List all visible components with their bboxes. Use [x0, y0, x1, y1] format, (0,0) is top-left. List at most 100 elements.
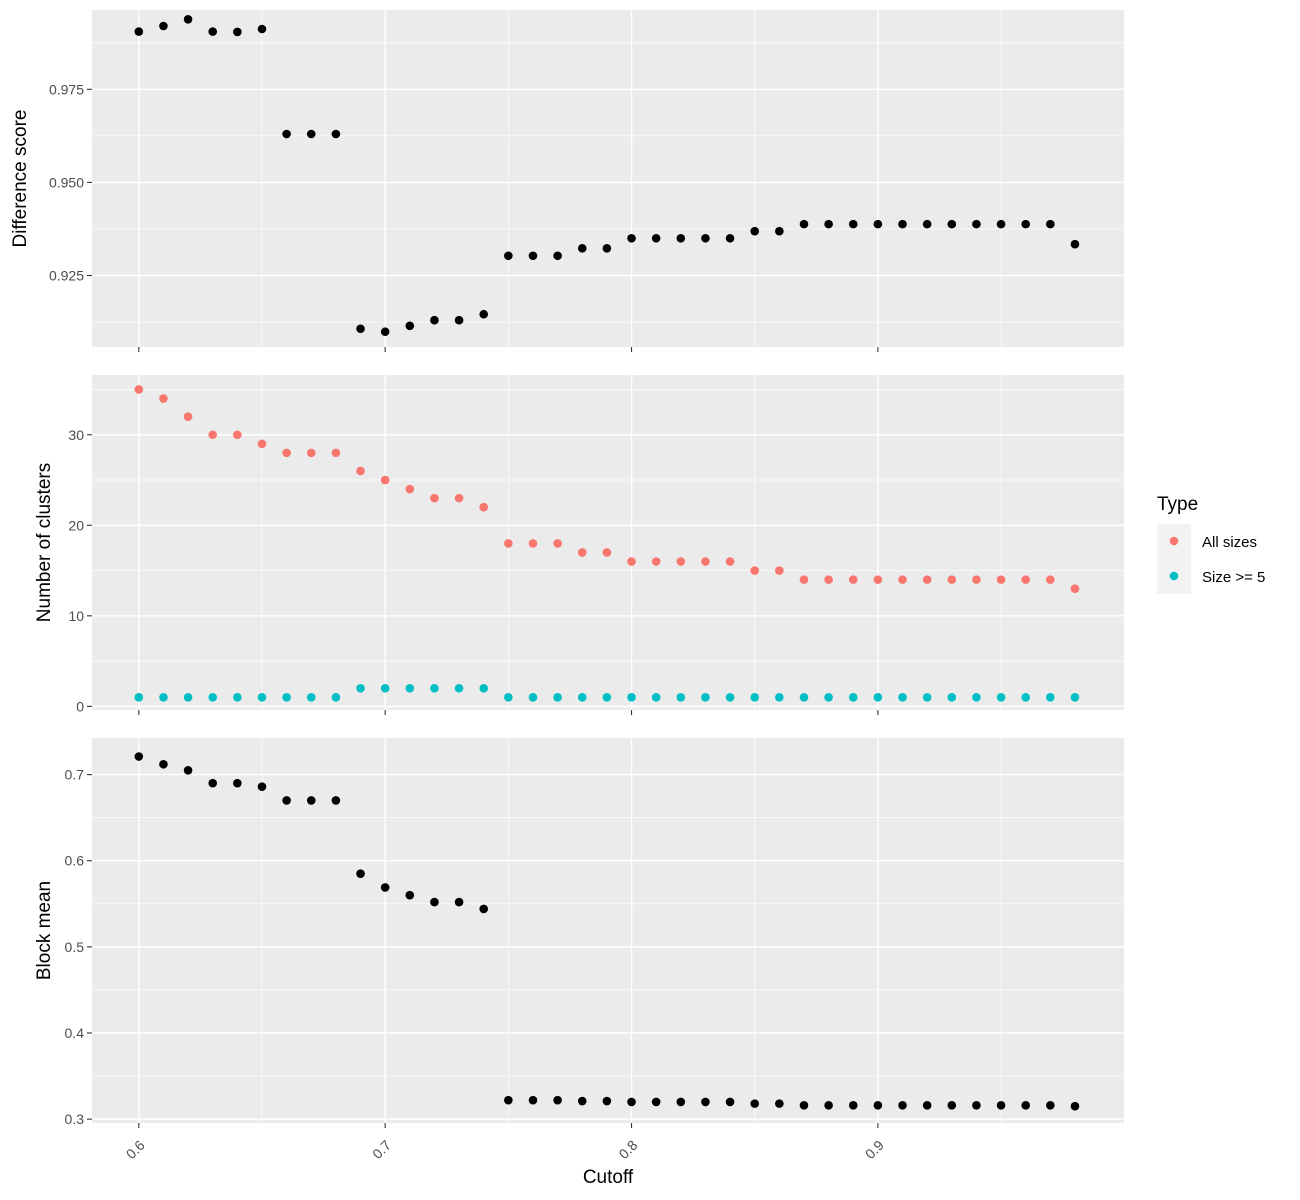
data-point	[996, 693, 1006, 702]
data-point	[306, 448, 316, 458]
data-point	[479, 683, 489, 693]
data-point	[405, 484, 415, 494]
data-point	[380, 475, 390, 485]
y-tick-label: 30	[68, 427, 84, 443]
data-point	[159, 759, 168, 769]
data-point	[405, 321, 415, 331]
data-point	[1070, 1101, 1080, 1111]
data-point	[430, 683, 439, 693]
data-point	[627, 1097, 636, 1107]
data-point	[701, 233, 710, 243]
data-point	[183, 412, 193, 421]
data-point	[602, 1096, 612, 1106]
data-point	[528, 251, 538, 261]
data-point	[380, 327, 390, 337]
data-point	[208, 693, 218, 702]
y-tick-label: 0.4	[65, 1025, 85, 1041]
data-point	[848, 219, 858, 229]
y-tick-label: 0.7	[65, 767, 85, 783]
panel-background	[92, 10, 1124, 347]
data-point	[528, 539, 538, 548]
data-point	[553, 539, 562, 548]
data-point	[602, 548, 612, 557]
data-point	[159, 21, 168, 31]
data-point	[1070, 693, 1080, 702]
data-point	[380, 683, 390, 693]
data-point	[922, 575, 932, 584]
data-point	[257, 439, 267, 449]
data-point	[799, 575, 809, 584]
plot-panels: 0.925 0.950 0.975 Difference score 0 10 20 30 Nu…	[10, 10, 1124, 1128]
data-point	[553, 1095, 562, 1105]
data-point	[282, 796, 291, 805]
data-point	[972, 575, 981, 584]
panel-2: 0 10 20 30 Number of clusters	[34, 375, 1124, 715]
data-point	[627, 693, 636, 702]
legend-key-all-sizes	[1169, 536, 1179, 546]
data-point	[873, 1101, 883, 1110]
data-point	[257, 782, 267, 791]
data-point	[996, 575, 1006, 584]
data-point	[701, 1097, 710, 1107]
data-point	[479, 904, 489, 914]
data-point	[701, 557, 710, 566]
data-point	[134, 693, 144, 702]
series-1	[134, 385, 1080, 593]
data-point	[922, 219, 932, 229]
data-point	[824, 219, 833, 229]
series-1	[134, 15, 1080, 337]
data-point	[356, 869, 365, 878]
data-point	[1021, 575, 1031, 584]
panel-3: 0.3 0.4 0.5 0.6 0.7 Block mean	[34, 738, 1124, 1128]
data-point	[306, 693, 316, 702]
data-point	[306, 129, 316, 139]
panel-background	[92, 375, 1124, 710]
legend-title: Type	[1157, 494, 1198, 515]
data-point	[257, 693, 267, 702]
y-tick-label: 0.3	[65, 1111, 85, 1127]
data-point	[750, 566, 760, 575]
data-point	[504, 251, 513, 261]
data-point	[750, 1099, 760, 1108]
data-point	[528, 693, 538, 702]
x-tick-label: 0.8	[615, 1137, 640, 1162]
data-point	[627, 557, 636, 566]
data-point	[775, 566, 784, 575]
y-tick-label: 10	[68, 608, 84, 624]
data-point	[1046, 1101, 1055, 1110]
data-point	[454, 315, 464, 325]
data-point	[233, 27, 242, 37]
data-point	[134, 752, 144, 761]
data-point	[725, 557, 735, 566]
data-point	[972, 693, 981, 702]
data-point	[799, 693, 809, 702]
data-point	[799, 219, 809, 229]
data-point	[725, 693, 735, 702]
data-point	[577, 693, 587, 702]
data-point	[257, 24, 267, 34]
data-point	[528, 1095, 538, 1105]
panel-background	[92, 738, 1124, 1123]
data-point	[183, 765, 193, 775]
data-point	[208, 27, 218, 36]
data-point	[873, 575, 883, 584]
data-point	[799, 1101, 809, 1110]
data-point	[947, 693, 957, 702]
data-point	[1021, 219, 1031, 229]
data-point	[725, 1097, 735, 1107]
data-point	[1046, 219, 1055, 229]
data-point	[775, 1099, 784, 1108]
data-point	[873, 219, 883, 229]
data-point	[356, 683, 365, 693]
data-point	[553, 251, 562, 261]
data-point	[947, 575, 957, 584]
data-point	[577, 548, 587, 557]
data-point	[848, 1101, 858, 1110]
data-point	[134, 385, 144, 394]
legend-label-all-sizes: All sizes	[1202, 534, 1257, 551]
data-point	[504, 1095, 513, 1105]
data-point	[972, 219, 981, 229]
data-point	[380, 883, 390, 892]
data-point	[750, 693, 760, 702]
data-point	[504, 693, 513, 702]
